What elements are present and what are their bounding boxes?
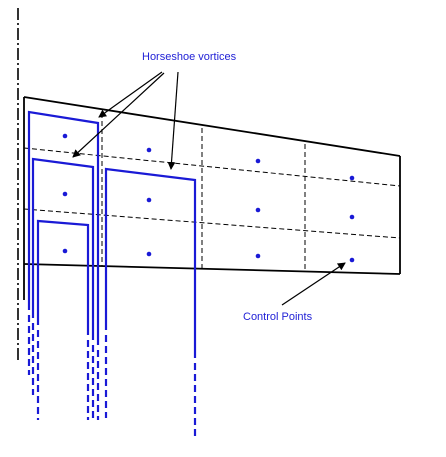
horseshoe-vortex xyxy=(27,110,100,345)
control-point xyxy=(62,191,68,197)
control-point xyxy=(255,253,261,259)
horseshoe-vortices-label: Horseshoe vortices xyxy=(142,51,237,63)
horseshoe-arrow xyxy=(98,71,163,118)
horseshoe-vortices xyxy=(27,110,197,438)
horseshoe-arrow xyxy=(72,72,165,158)
control-point xyxy=(349,257,355,263)
control-point xyxy=(62,133,68,139)
trailing-edge xyxy=(23,263,401,275)
control-point-arrow xyxy=(281,262,346,306)
leading-edge xyxy=(23,96,401,157)
chordwise-line xyxy=(23,147,401,187)
control-point xyxy=(146,197,152,203)
horseshoe-vortex xyxy=(31,157,95,340)
panel-grid xyxy=(23,113,401,271)
horseshoe-vortex xyxy=(36,219,90,335)
control-points-label: Control Points xyxy=(243,311,313,323)
control-point xyxy=(255,158,261,164)
chordwise-line xyxy=(23,208,401,239)
control-points xyxy=(62,133,355,263)
control-point xyxy=(255,207,261,213)
control-point xyxy=(62,248,68,254)
annotation-arrows xyxy=(72,71,346,306)
wing-outline xyxy=(23,96,401,300)
horseshoe-arrow xyxy=(167,71,179,170)
control-point xyxy=(349,175,355,181)
control-point xyxy=(146,251,152,257)
horseshoe-vortex xyxy=(104,167,197,358)
control-point xyxy=(349,214,355,220)
control-point xyxy=(146,147,152,153)
